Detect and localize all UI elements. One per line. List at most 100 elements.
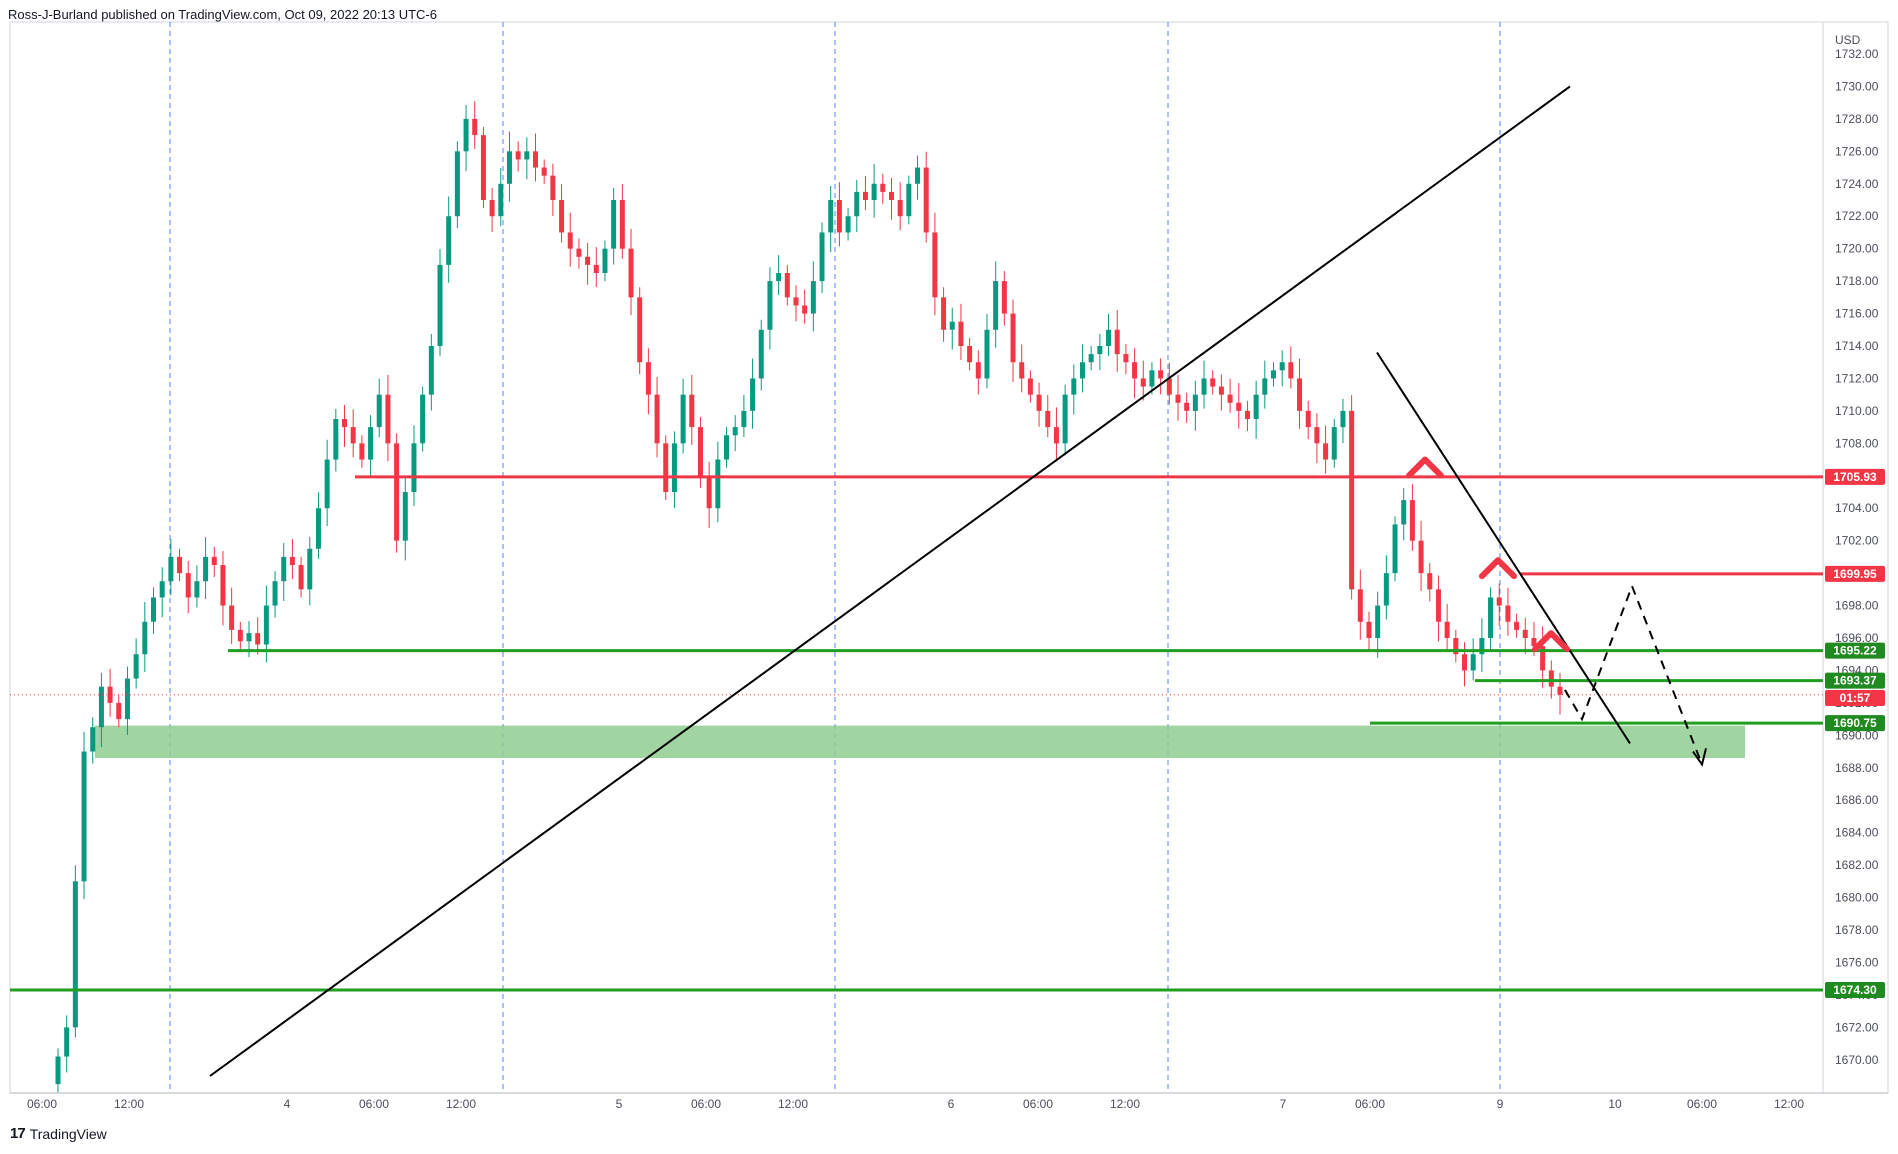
price-label: 1699.95 (1833, 567, 1877, 581)
tradingview-footer[interactable]: 17 TradingView (10, 1125, 107, 1142)
lower-high-marker (1479, 557, 1517, 580)
candle-body (1383, 573, 1389, 606)
candle-body (385, 394, 391, 444)
candle-body (715, 459, 721, 509)
y-tick-label: 1678.00 (1835, 923, 1879, 937)
candle-body (211, 556, 217, 565)
candle-body (611, 200, 617, 249)
candle-body (220, 565, 226, 606)
candle-body (420, 394, 426, 444)
candle-body (628, 248, 634, 298)
candle-body (1349, 410, 1355, 590)
candle-body (298, 565, 304, 590)
footer-brand: TradingView (29, 1125, 107, 1142)
candle-body (1453, 638, 1459, 655)
price-label: 1693.37 (1833, 674, 1877, 688)
candle-body (1079, 362, 1085, 379)
y-tick-label: 1726.00 (1835, 144, 1879, 158)
y-tick-label: 1690.00 (1835, 728, 1879, 742)
price-label-box (1825, 715, 1885, 732)
candle-body (1262, 378, 1268, 395)
candle-body (949, 321, 955, 330)
candle-body (1418, 540, 1424, 574)
candle-body (1218, 386, 1224, 395)
candle-body (923, 167, 929, 233)
y-tick-label: 1680.00 (1835, 891, 1879, 905)
candle-body (758, 329, 764, 379)
candle-body (767, 281, 773, 330)
candle-body (567, 232, 573, 249)
candle-body (732, 427, 738, 436)
candle-body (1522, 629, 1528, 638)
y-tick-label: 1722.00 (1835, 209, 1879, 223)
candle-body (888, 191, 894, 200)
candle-body (246, 633, 252, 642)
candle-body (1010, 313, 1016, 363)
candle-body (645, 362, 651, 395)
candle-body (1027, 378, 1033, 395)
candle-body (637, 297, 643, 363)
candle-body (203, 556, 209, 582)
candle-body (776, 273, 782, 282)
candle-body (1244, 410, 1250, 419)
candle-body (177, 556, 183, 574)
candle-body (871, 183, 877, 200)
candle-body (697, 427, 703, 476)
candle-body (237, 629, 243, 642)
candle-body (932, 232, 938, 298)
candle-body (915, 167, 921, 184)
candle-body (1166, 378, 1172, 395)
candle-body (836, 200, 842, 233)
candle-body (289, 556, 295, 565)
candle-body (1279, 362, 1285, 371)
y-tick-label: 1710.00 (1835, 404, 1879, 418)
candle-body (255, 633, 261, 645)
candle-body (1375, 605, 1381, 638)
candle-body (185, 573, 191, 598)
candle-body (1496, 597, 1502, 606)
candle-body (151, 597, 157, 622)
candle-body (1557, 686, 1563, 695)
candle-body (1470, 654, 1476, 671)
price-label: 1690.75 (1833, 716, 1877, 730)
candle-body (602, 248, 608, 273)
candle-body (489, 200, 495, 217)
candle-body (1053, 427, 1059, 444)
candle-body (194, 581, 200, 598)
candle-body (802, 305, 808, 314)
lower-high-marker (1406, 456, 1444, 479)
candle-body (854, 191, 860, 217)
price-label-box (1825, 468, 1885, 485)
y-tick-label: 1728.00 (1835, 112, 1879, 126)
candle-body (1305, 410, 1311, 428)
candle-body (750, 378, 756, 411)
candle-body (845, 216, 851, 233)
candle-body (784, 273, 790, 298)
currency-label: USD (1835, 33, 1861, 47)
price-label-box (1825, 642, 1885, 659)
candle-body (72, 881, 78, 1028)
candle-body (559, 200, 565, 233)
x-tick-label: 9 (1497, 1097, 1504, 1111)
candle-body (81, 751, 87, 882)
candle-body (724, 435, 730, 460)
x-tick-label: 12:00 (1774, 1097, 1804, 1111)
candle-body (671, 443, 677, 492)
candle-body (958, 321, 964, 346)
candle-body (1427, 573, 1433, 590)
candle-body (359, 443, 365, 460)
x-tick-label: 5 (616, 1097, 623, 1111)
candle-body (315, 508, 321, 549)
candle-body (1201, 378, 1207, 395)
candle-body (1036, 394, 1042, 411)
candle-body (1331, 427, 1337, 460)
candle-body (550, 175, 556, 200)
rising-trendline (209, 85, 1571, 1077)
y-tick-label: 1704.00 (1835, 501, 1879, 515)
candle-body (741, 410, 747, 428)
x-tick-label: 6 (948, 1097, 955, 1111)
candle-body (116, 702, 122, 720)
candle-body (1106, 329, 1112, 346)
candle-body (1097, 346, 1103, 355)
